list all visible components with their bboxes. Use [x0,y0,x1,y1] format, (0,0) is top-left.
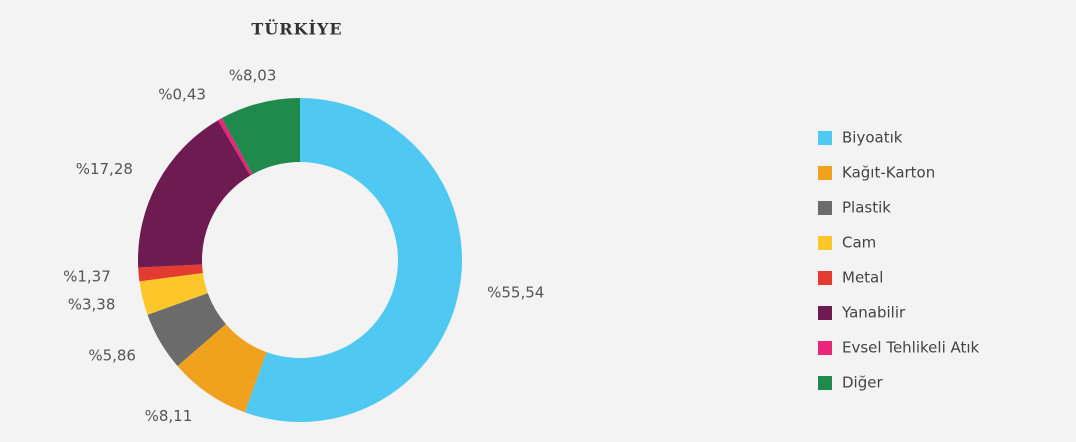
legend-label: Metal [842,269,883,287]
data-label: %8,11 [145,407,193,425]
data-label: %3,38 [68,295,116,313]
donut-slice [177,324,267,413]
legend-swatch [818,306,832,320]
data-label: %55,54 [487,283,544,301]
data-label: %8,03 [229,67,277,85]
legend-label: Yanabilir [841,304,906,322]
legend-swatch [818,131,832,145]
donut-slice [139,272,208,315]
legend-label: Diğer [842,374,883,392]
legend-label: Plastik [842,199,891,217]
data-label: %0,43 [158,85,206,103]
legend-label: Cam [842,234,876,252]
legend-label: Evsel Tehlikeli Atık [842,339,980,357]
donut-slice [147,293,226,366]
chart-title: TÜRKİYE [251,19,342,39]
legend-swatch [818,236,832,250]
donut-slice [138,120,251,268]
legend-swatch [818,341,832,355]
data-label: %17,28 [76,160,133,178]
legend-swatch [818,201,832,215]
data-label: %1,37 [63,267,111,285]
legend-swatch [818,376,832,390]
data-label: %5,86 [88,346,136,364]
donut-slice [244,98,463,423]
legend-swatch [818,271,832,285]
legend-label: Kağıt-Karton [842,164,935,182]
donut-slice [221,98,300,175]
donut-slice [138,264,203,282]
donut-slice [217,118,253,176]
legend-swatch [818,166,832,180]
legend-label: Biyoatık [842,129,903,147]
